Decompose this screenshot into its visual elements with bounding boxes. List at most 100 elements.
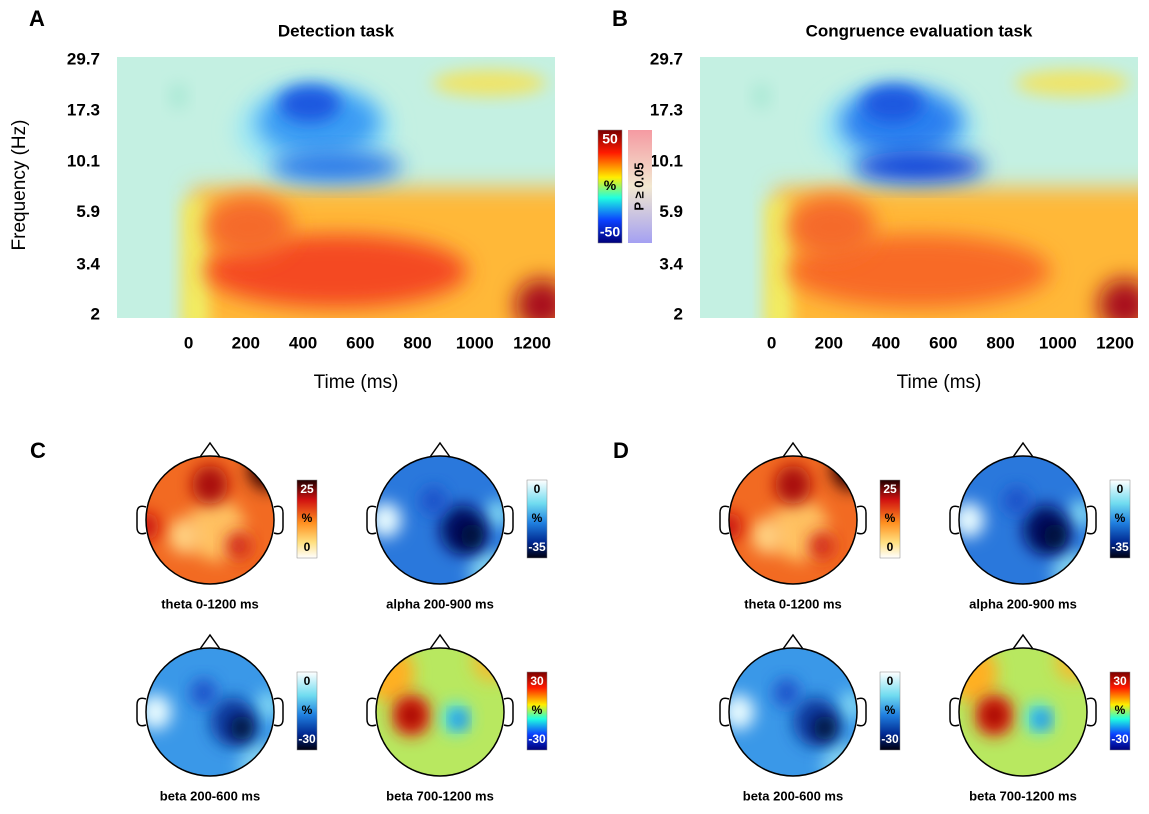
x-tick-label: 1200 [513, 333, 551, 352]
head-outline [145, 647, 275, 777]
head-nose [199, 633, 221, 650]
head-ear [273, 505, 284, 535]
panel-label: A [29, 6, 45, 31]
topo-blob [230, 715, 254, 741]
topo-blob [751, 518, 784, 554]
colorbar-tick-label: 0 [887, 674, 894, 688]
head-ear [1086, 697, 1097, 727]
head-ear [856, 505, 867, 535]
heat-blob [765, 200, 792, 318]
colorbar-tick-label: 50 [602, 131, 618, 147]
colorbar-unit: % [885, 511, 896, 525]
topo-blob [168, 518, 201, 554]
map-title: alpha 200-900 ms [386, 596, 494, 611]
x-tick-label: 1000 [456, 333, 494, 352]
y-tick-label: 5.9 [659, 202, 683, 221]
colorbar-tick-label: 0 [534, 482, 541, 496]
topo-blob [729, 694, 755, 730]
topo-blob [775, 465, 811, 505]
topo-blob [821, 742, 857, 776]
head-outline [145, 455, 275, 585]
heat-blob [515, 278, 555, 318]
topo-blob [959, 502, 985, 538]
colorbar-unit: % [532, 511, 543, 525]
y-tick-label: 10.1 [650, 151, 683, 170]
x-axis-label: Time (ms) [314, 372, 399, 393]
colorbar [296, 479, 318, 559]
panel-label: D [613, 438, 629, 463]
colorbar-tick-label: -30 [298, 732, 316, 746]
topomap [959, 648, 1087, 776]
y-tick-label: 17.3 [650, 101, 683, 120]
topo-blob [420, 486, 447, 515]
head-nose [429, 633, 451, 650]
head-ear [503, 505, 514, 535]
topo-blob [146, 694, 172, 730]
colorbar-tick-label: 0 [1117, 482, 1124, 496]
head-nose [782, 441, 804, 458]
head-nose [1012, 633, 1034, 650]
colorbar-unit: % [885, 703, 896, 717]
colorbar-tick-label: 30 [530, 674, 544, 688]
topomap [729, 456, 857, 584]
colorbar-tick-label: 25 [883, 482, 897, 496]
head-ear [949, 697, 960, 727]
y-tick-label: 29.7 [650, 49, 683, 68]
colorbar-tick-label: 25 [300, 482, 314, 496]
heat-blob [279, 85, 341, 123]
x-tick-label: 200 [232, 333, 260, 352]
topo-blob [238, 742, 274, 776]
colorbar-tick-label: -30 [528, 732, 546, 746]
head-ear [719, 505, 730, 535]
x-tick-label: 600 [346, 333, 374, 352]
topomap [959, 456, 1087, 584]
colorbar [526, 479, 548, 559]
map-title: beta 700-1200 ms [386, 788, 494, 803]
head-ear [273, 697, 284, 727]
topo-blob [831, 456, 857, 490]
heat-blob [1015, 70, 1130, 97]
topo-blob [837, 691, 857, 720]
heat-blob [182, 200, 209, 318]
colorbar-tick-label: 0 [304, 674, 311, 688]
topo-blob [468, 550, 504, 584]
topo-bg [146, 648, 274, 776]
heat-blob [752, 83, 771, 110]
head-ear [136, 505, 147, 535]
y-axis-label: Frequency (Hz) [9, 120, 30, 251]
head-outline [958, 647, 1088, 777]
x-tick-label: 1000 [1039, 333, 1077, 352]
head-ear [366, 505, 377, 535]
x-tick-label: 0 [184, 333, 193, 352]
topomap [376, 648, 504, 776]
y-tick-label: 5.9 [76, 202, 100, 221]
colorbar [1109, 479, 1131, 559]
panel-label: C [30, 438, 46, 463]
colorbar-tick-label: 0 [887, 540, 894, 554]
topo-bg [376, 456, 504, 584]
map-title: beta 200-600 ms [160, 788, 260, 803]
y-tick-label: 17.3 [67, 101, 100, 120]
heat-blob [1098, 278, 1138, 318]
head-ear [949, 505, 960, 535]
topo-blob [813, 715, 837, 741]
map-title: beta 700-1200 ms [969, 788, 1077, 803]
y-tick-label: 3.4 [76, 254, 100, 273]
chart-title: Detection task [278, 21, 395, 40]
map-title: theta 0-1200 ms [744, 596, 842, 611]
topo-blob [226, 531, 252, 560]
x-tick-label: 0 [767, 333, 776, 352]
colorbar [597, 129, 623, 244]
heat-blob [432, 70, 547, 97]
topo-blob [984, 704, 1004, 726]
colorbar-tick-label: -35 [1111, 540, 1129, 554]
colorbar-tick-label: -30 [881, 732, 899, 746]
colorbar-tick-label: 0 [304, 540, 311, 554]
y-tick-label: 10.1 [67, 151, 100, 170]
y-tick-label: 29.7 [67, 49, 100, 68]
topomap [146, 456, 274, 584]
colorbar-tick-label: -35 [528, 540, 546, 554]
colorbar-unit: % [302, 511, 313, 525]
head-ear [1086, 505, 1097, 535]
topo-blob [1035, 712, 1049, 727]
